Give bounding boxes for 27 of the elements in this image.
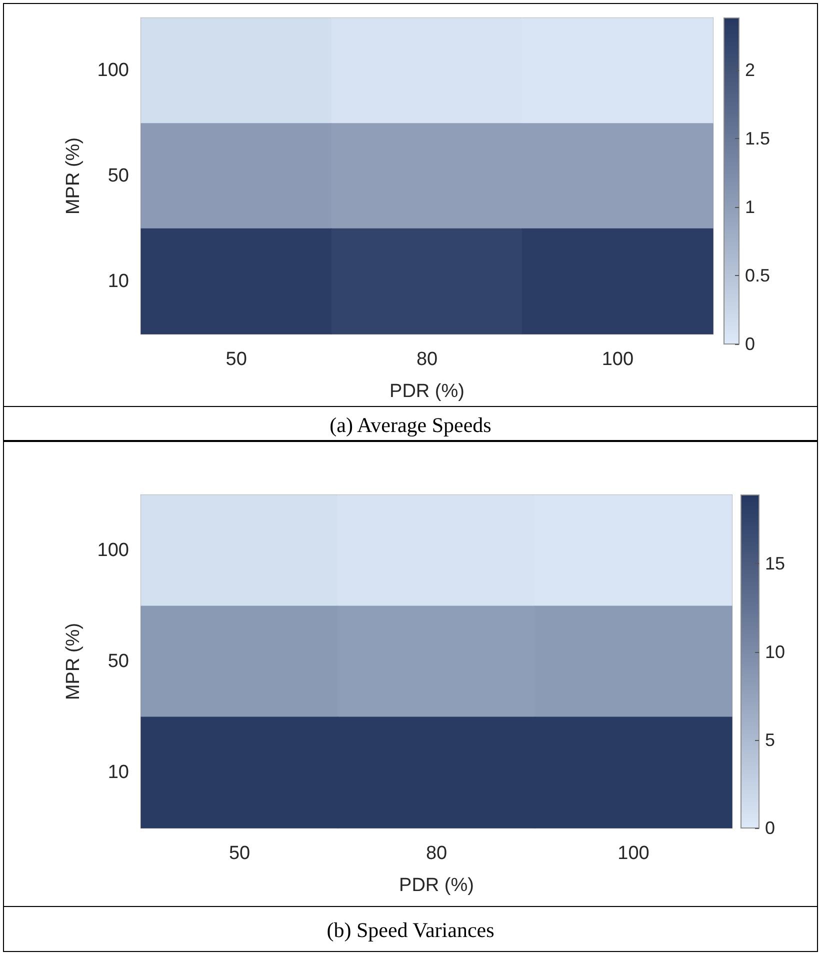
y-tick-label: 50 (108, 166, 129, 186)
y-tick-label: 10 (108, 762, 129, 783)
color-bar-label: 1 (745, 197, 756, 218)
x-tick-label: 80 (416, 349, 438, 370)
color-bar-label: 15 (765, 554, 786, 574)
x-axis-title: PDR (%) (399, 875, 474, 896)
color-bar-label: 0 (745, 334, 756, 354)
x-tick-label: 100 (618, 843, 650, 864)
x-tick-label: 50 (226, 349, 247, 370)
color-bar-label: 10 (765, 642, 786, 662)
y-axis-title: MPR (%) (63, 137, 84, 215)
color-bar-label: 1.5 (745, 128, 770, 149)
y-axis-title: MPR (%) (63, 622, 84, 700)
color-bar-label: 2 (745, 60, 756, 80)
y-tick-label: 10 (108, 270, 129, 292)
x-axis-title: PDR (%) (390, 381, 464, 402)
y-tick-label: 50 (108, 651, 129, 672)
y-tick-label: 100 (97, 540, 129, 561)
x-tick-label: 80 (426, 843, 448, 864)
y-tick-label: 100 (97, 60, 129, 82)
text: (a) Average Speeds (4, 406, 817, 442)
x-tick-label: 100 (602, 349, 634, 370)
text: (b) Speed Variances (4, 906, 817, 953)
color-bar-label: 5 (765, 730, 776, 750)
x-tick-label: 50 (228, 843, 250, 864)
color-bar-label: 0.5 (745, 266, 770, 286)
color-bar-label: 0 (765, 818, 776, 838)
